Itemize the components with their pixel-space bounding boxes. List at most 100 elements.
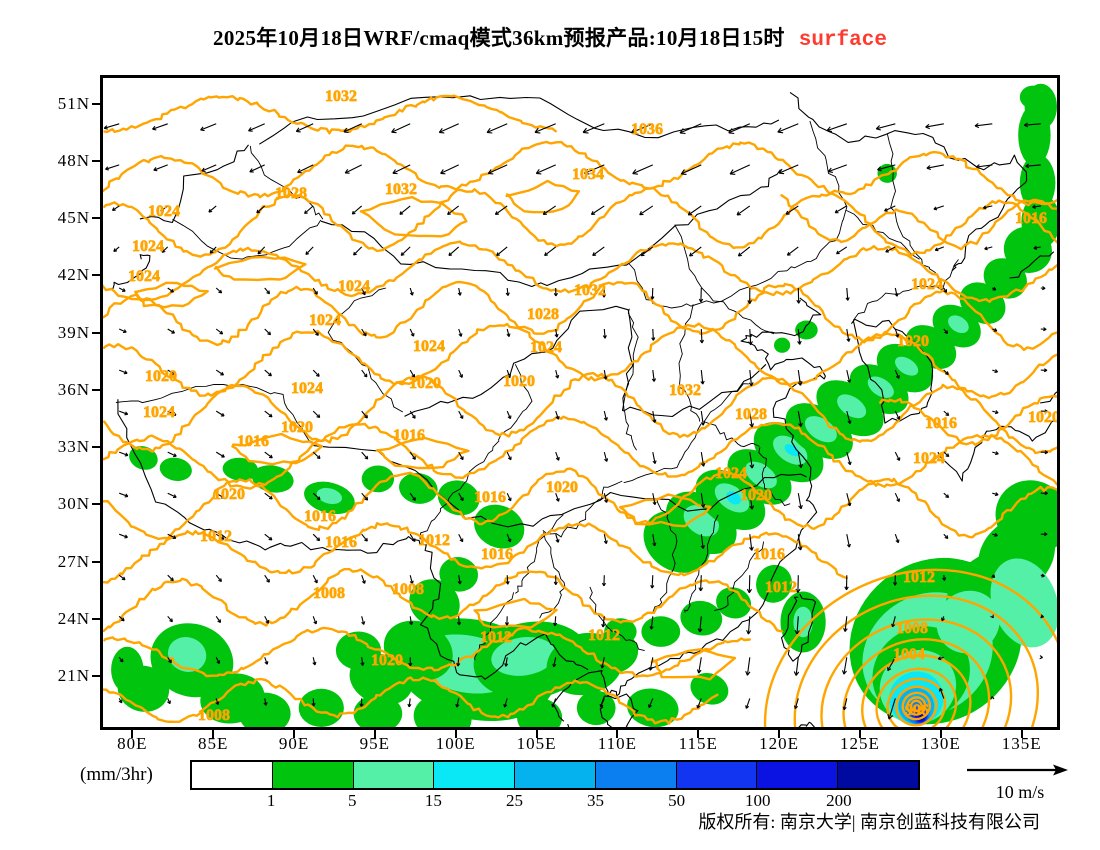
- wind-vector: [215, 492, 225, 499]
- wind-vector: [312, 287, 318, 295]
- x-tick-label: 105E: [516, 734, 557, 753]
- isobar-label: 1024: [128, 268, 160, 285]
- y-tick-label: 27N: [57, 551, 90, 571]
- wind-vector: [263, 698, 268, 706]
- x-tick-label: 115E: [678, 734, 718, 753]
- wind-vector: [256, 205, 266, 214]
- wind-vector: [297, 164, 314, 174]
- colorbar-unit-label: (mm/3hr): [80, 764, 153, 785]
- wind-vector: [201, 164, 217, 173]
- wind-vector: [602, 287, 607, 298]
- wind-vector: [215, 574, 222, 583]
- wind-vector: [440, 164, 459, 175]
- wind-vector: [652, 534, 657, 547]
- wind-vector: [399, 205, 411, 215]
- wind-vector: [943, 328, 949, 335]
- wind-vector: [455, 698, 460, 708]
- x-tick-mark: [858, 730, 861, 738]
- wind-vector: [698, 287, 704, 303]
- map-plot-frame: 1032 1036 1034 1028 1032 1024 1016 1024 1024 1032…: [100, 75, 1060, 730]
- isobar-label: 1020: [1028, 409, 1057, 426]
- wind-vector: [1040, 450, 1048, 455]
- wind-vector: [400, 246, 411, 256]
- x-tick-label: 110E: [597, 734, 638, 753]
- wind-vector: [793, 657, 800, 676]
- wind-vector: [264, 451, 273, 459]
- wind-vector: [797, 451, 804, 468]
- wind-vector: [1032, 204, 1041, 209]
- wind-vector: [696, 657, 702, 674]
- wind-vector: [884, 205, 896, 212]
- wind-vector: [113, 246, 120, 252]
- wind-vector: [834, 205, 848, 214]
- x-tick-mark: [697, 730, 700, 738]
- wind-vector: [160, 205, 169, 212]
- wind-vector: [652, 451, 657, 464]
- x-tick-label: 90E: [278, 734, 310, 753]
- isobar-label: 1016: [481, 546, 513, 563]
- wind-vector: [875, 123, 896, 131]
- wind-vector: [167, 369, 176, 375]
- wind-vector: [846, 410, 852, 424]
- wind-vector: [652, 411, 657, 423]
- wind-vector: [746, 616, 752, 635]
- y-tick-label: 33N: [57, 437, 90, 457]
- x-tick-label: 100E: [435, 734, 476, 753]
- wind-vector: [941, 616, 945, 622]
- wind-vector: [248, 123, 265, 132]
- isobar-label: 1008: [896, 620, 928, 637]
- wind-vector: [215, 287, 223, 294]
- wind-vector: [167, 533, 177, 540]
- y-tick-label: 48N: [57, 150, 90, 170]
- wind-vector: [361, 451, 369, 460]
- wind-vector: [700, 411, 706, 426]
- wind-vector: [312, 616, 318, 625]
- x-axis-ticks: [100, 730, 1060, 740]
- wind-vector: [786, 246, 799, 256]
- wind-vector: [943, 410, 950, 417]
- wind-vector: [1040, 286, 1046, 291]
- isobar-label: 1024: [291, 380, 323, 397]
- wind-vector: [648, 698, 654, 709]
- wind-vector: [505, 287, 510, 296]
- wind-vector: [448, 246, 460, 257]
- wind-vector: [305, 246, 314, 256]
- wind-vector: [534, 123, 556, 134]
- y-tick-mark: [92, 159, 100, 162]
- wind-vector: [343, 123, 362, 133]
- wind-legend-label: 10 m/s: [995, 782, 1045, 802]
- wind-vector: [409, 410, 416, 419]
- wind-vector: [797, 411, 803, 427]
- wind-vector: [361, 575, 366, 584]
- wind-vector: [119, 533, 128, 539]
- isobar-label: 1008: [198, 707, 230, 724]
- wind-vector: [680, 164, 702, 175]
- colorbar-tick-label: 15: [424, 791, 442, 810]
- wind-vector: [601, 616, 606, 628]
- wind-vector: [361, 328, 367, 337]
- y-tick-mark: [92, 102, 100, 105]
- wind-vector: [748, 328, 753, 346]
- isobar-label: 1016: [237, 433, 269, 450]
- wind-vector: [167, 410, 177, 416]
- wind-vector: [843, 616, 848, 632]
- wind-vector: [167, 615, 173, 623]
- wind-vector: [409, 369, 416, 378]
- wind-vector: [846, 451, 852, 466]
- wind-vector: [925, 123, 944, 130]
- wind-vector: [1025, 163, 1041, 169]
- wind-vector: [887, 657, 896, 672]
- wind-vector: [458, 328, 463, 337]
- x-tick-label: 130E: [920, 734, 961, 753]
- isobar-label: 1024: [913, 450, 945, 467]
- wind-vector: [842, 698, 848, 711]
- wind-vector: [689, 246, 702, 257]
- x-tick-mark: [293, 730, 296, 738]
- y-tick-label: 36N: [57, 379, 90, 399]
- title-main-text: 2025年10月18日WRF/cmaq模式36km预报产品:10月18日15时: [213, 26, 785, 50]
- wind-vector: [458, 410, 464, 419]
- wind-vector: [257, 246, 266, 255]
- isobar-label: 1024: [911, 276, 943, 293]
- wind-vector: [992, 410, 999, 415]
- isobar-label: 1016: [304, 508, 336, 525]
